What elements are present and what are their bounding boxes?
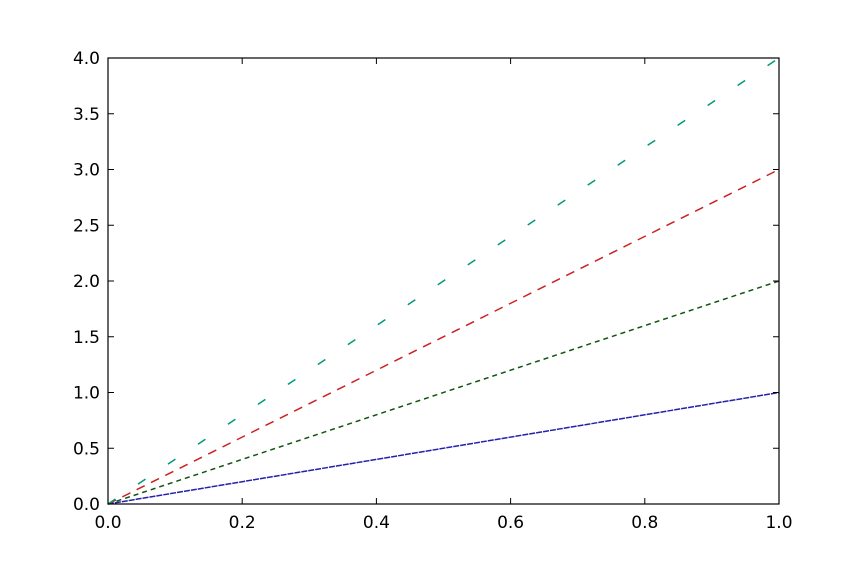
- x-tick-label: 0.2: [229, 513, 256, 533]
- x-tick-label: 0.4: [363, 513, 390, 533]
- y-tick-label: 3.5: [73, 105, 100, 125]
- y-tick-label: 1.0: [73, 384, 100, 404]
- y-axis: 0.0 0.5 1.0 1.5 2.0 2.5 3.0 3.5 4.0: [73, 49, 779, 515]
- y-tick-label: 3.0: [73, 161, 100, 181]
- series-layer: [107, 57, 780, 505]
- y-tick-label: 0.0: [73, 495, 100, 515]
- series-line-4: [107, 57, 780, 505]
- y-tick-label: 0.5: [73, 439, 100, 459]
- y-tick-label: 2.5: [73, 216, 100, 236]
- series-line-3: [107, 168, 780, 505]
- x-axis: 0.0 0.2 0.4 0.6 0.8 1.0: [94, 58, 793, 533]
- y-tick-label: 1.5: [73, 328, 100, 348]
- series-line-1: [107, 391, 780, 505]
- x-tick-label: 0.6: [497, 513, 524, 533]
- x-tick-label: 1.0: [765, 513, 792, 533]
- x-tick-label: 0.8: [631, 513, 658, 533]
- y-tick-label: 4.0: [73, 49, 100, 69]
- x-tick-label: 0.0: [94, 513, 121, 533]
- series-line-2: [107, 280, 780, 505]
- y-tick-label: 2.0: [73, 272, 100, 292]
